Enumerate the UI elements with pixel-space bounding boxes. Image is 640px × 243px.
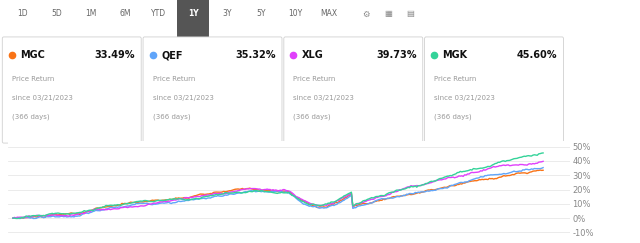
Text: ▦: ▦ — [384, 9, 392, 18]
Text: MGC: MGC — [20, 50, 45, 60]
FancyBboxPatch shape — [284, 37, 423, 143]
Text: (366 days): (366 days) — [435, 113, 472, 120]
Text: since 03/21/2023: since 03/21/2023 — [12, 95, 73, 101]
Text: since 03/21/2023: since 03/21/2023 — [153, 95, 214, 101]
Text: 39.73%: 39.73% — [376, 50, 417, 60]
FancyBboxPatch shape — [143, 37, 282, 143]
Text: ▤: ▤ — [406, 9, 414, 18]
Text: Price Return: Price Return — [294, 76, 336, 82]
Text: 1Y: 1Y — [188, 9, 198, 18]
Text: QEF: QEF — [161, 50, 182, 60]
Text: 35.32%: 35.32% — [236, 50, 276, 60]
Text: YTD: YTD — [152, 9, 166, 18]
Text: 3Y: 3Y — [222, 9, 232, 18]
Text: 5D: 5D — [52, 9, 62, 18]
Text: (366 days): (366 days) — [12, 113, 49, 120]
Text: (366 days): (366 days) — [294, 113, 331, 120]
FancyBboxPatch shape — [177, 0, 209, 56]
Text: Price Return: Price Return — [153, 76, 195, 82]
Text: since 03/21/2023: since 03/21/2023 — [294, 95, 355, 101]
Text: since 03/21/2023: since 03/21/2023 — [435, 95, 495, 101]
Text: XLG: XLG — [302, 50, 323, 60]
Text: ⚙: ⚙ — [362, 9, 370, 18]
Text: Price Return: Price Return — [435, 76, 477, 82]
Text: 33.49%: 33.49% — [95, 50, 135, 60]
Text: 5Y: 5Y — [256, 9, 266, 18]
Text: 1D: 1D — [18, 9, 28, 18]
FancyBboxPatch shape — [3, 37, 141, 143]
Text: 6M: 6M — [119, 9, 131, 18]
Text: 45.60%: 45.60% — [517, 50, 557, 60]
Text: Price Return: Price Return — [12, 76, 54, 82]
Text: (366 days): (366 days) — [153, 113, 190, 120]
Text: 1M: 1M — [85, 9, 97, 18]
FancyBboxPatch shape — [424, 37, 563, 143]
Text: MGK: MGK — [442, 50, 468, 60]
Text: 10Y: 10Y — [288, 9, 302, 18]
Text: MAX: MAX — [321, 9, 337, 18]
